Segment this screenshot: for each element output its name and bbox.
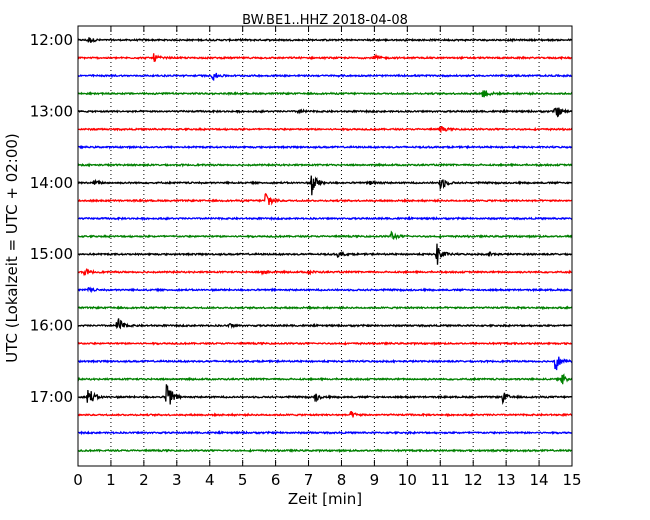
plot-frame [77, 25, 573, 467]
y-tick-label: 14:00 [30, 174, 73, 192]
seismogram-trace-1545 [77, 305, 572, 311]
seismogram-trace-1200 [77, 37, 573, 43]
seismogram-trace-1700 [77, 384, 573, 406]
seismogram-trace-1515 [77, 268, 572, 277]
x-axis-label: Zeit [min] [288, 490, 362, 508]
x-tick-label: 13 [497, 471, 516, 489]
y-ticks: 12:00 13:00 14:00 15:00 16:00 17:00 [30, 31, 572, 406]
x-tick-label: 7 [304, 471, 314, 489]
seismogram-trace-1230 [77, 72, 573, 82]
seismogram-trace-1630 [78, 356, 573, 371]
seismogram-trace-1500 [77, 243, 573, 265]
seismogram-trace-1330 [77, 144, 573, 150]
x-tick-label: 0 [73, 471, 83, 489]
seismogram-trace-1530 [77, 286, 573, 294]
traces [77, 37, 573, 454]
seismogram-trace-1600 [77, 318, 573, 330]
seismogram-trace-1715 [77, 410, 573, 418]
y-tick-label: 13:00 [30, 102, 73, 120]
seismogram-trace-1415 [77, 192, 573, 206]
x-ticks: 0 1 2 3 4 5 6 7 8 9 10 11 12 13 14 15 [73, 26, 582, 489]
x-tick-label: 14 [530, 471, 549, 489]
seismogram-trace-1400 [77, 175, 573, 196]
x-tick-label: 8 [337, 471, 347, 489]
seismogram-trace-1245 [77, 89, 573, 98]
x-tick-label: 9 [370, 471, 380, 489]
seismogram-trace-1645 [77, 373, 573, 385]
seismogram-trace-1730 [77, 429, 573, 436]
seismogram-trace-1615 [77, 340, 573, 347]
seismogram-trace-1345 [77, 162, 573, 168]
seismogram-trace-1300 [77, 107, 573, 118]
seismogram-trace-1745 [77, 448, 573, 454]
y-tick-label: 17:00 [30, 388, 73, 406]
x-tick-label: 11 [431, 471, 450, 489]
seismogram-trace-1430 [77, 215, 573, 222]
seismogram-trace-1215 [77, 53, 573, 63]
y-axis-label: UTC (Lokalzeit = UTC + 02:00) [3, 133, 21, 363]
seismogram-trace-1315 [77, 126, 573, 134]
x-tick-label: 10 [398, 471, 417, 489]
gridlines [110, 26, 540, 466]
x-tick-label: 15 [562, 471, 581, 489]
seismogram-trace-1445 [77, 230, 573, 241]
x-tick-label: 5 [238, 471, 248, 489]
x-tick-label: 4 [205, 471, 215, 489]
x-tick-label: 6 [271, 471, 281, 489]
y-tick-label: 12:00 [30, 31, 73, 49]
chart-title: BW.BE1..HHZ 2018-04-08 [242, 13, 408, 28]
y-tick-label: 15:00 [30, 245, 73, 263]
x-tick-label: 3 [172, 471, 182, 489]
x-tick-label: 1 [106, 471, 116, 489]
x-tick-label: 12 [464, 471, 483, 489]
x-tick-label: 2 [139, 471, 149, 489]
y-tick-label: 16:00 [30, 317, 73, 335]
